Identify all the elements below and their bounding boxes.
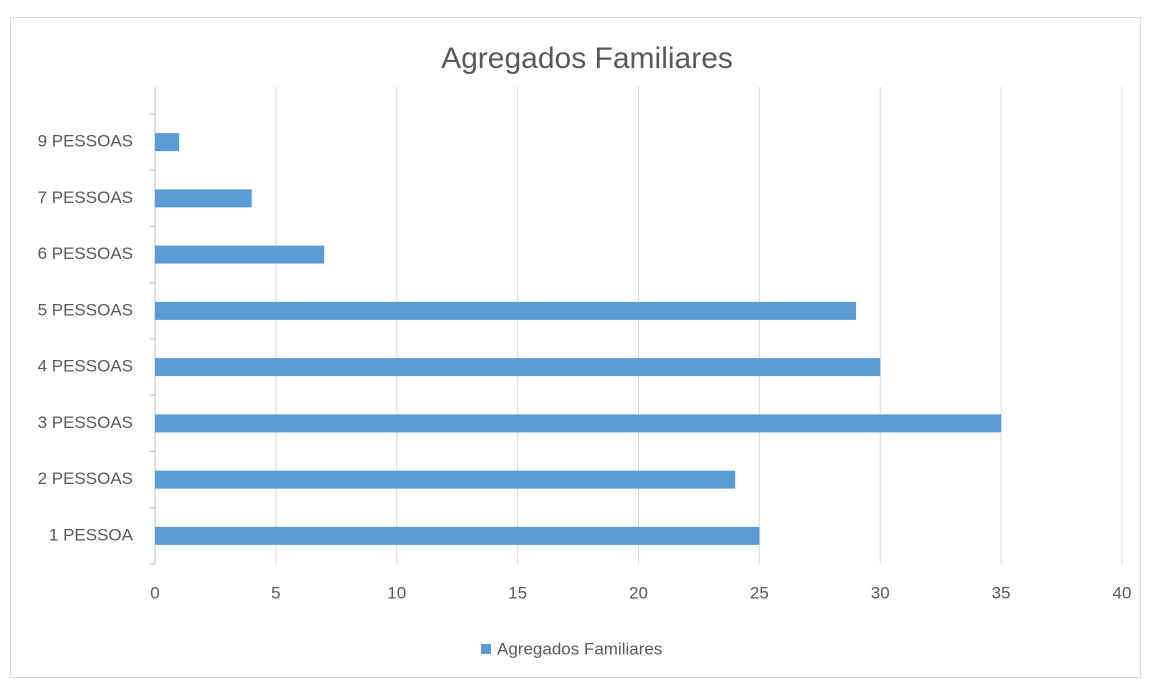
x-tick-label: 30 <box>871 583 890 602</box>
legend-label: Agregados Familiares <box>497 639 662 658</box>
x-tick-label: 10 <box>387 583 406 602</box>
y-tick-label: 2 PESSOAS <box>38 469 133 488</box>
x-tick-label: 20 <box>629 583 648 602</box>
x-tick-label: 5 <box>271 583 280 602</box>
y-tick-label: 1 PESSOA <box>49 525 134 544</box>
bar <box>155 189 252 208</box>
bar <box>155 470 736 489</box>
y-tick-label: 6 PESSOAS <box>38 244 133 263</box>
y-tick-label: 9 PESSOAS <box>38 132 133 151</box>
legend-swatch <box>481 644 491 654</box>
bar <box>155 526 760 545</box>
y-tick-label: 4 PESSOAS <box>38 357 133 376</box>
chart-border <box>10 17 1141 678</box>
x-tick-label: 35 <box>992 583 1011 602</box>
x-tick-label: 0 <box>150 583 159 602</box>
bar <box>155 301 857 320</box>
bar <box>155 133 180 152</box>
x-tick-label: 40 <box>1113 583 1132 602</box>
x-tick-label: 25 <box>750 583 769 602</box>
bar <box>155 358 881 377</box>
y-tick-label: 7 PESSOAS <box>38 188 133 207</box>
x-tick-label: 15 <box>508 583 527 602</box>
y-tick-label: 3 PESSOAS <box>38 413 133 432</box>
y-tick-label: 5 PESSOAS <box>38 300 133 319</box>
bar <box>155 414 1002 433</box>
bar <box>155 245 325 264</box>
chart-title: Agregados Familiares <box>441 42 733 75</box>
